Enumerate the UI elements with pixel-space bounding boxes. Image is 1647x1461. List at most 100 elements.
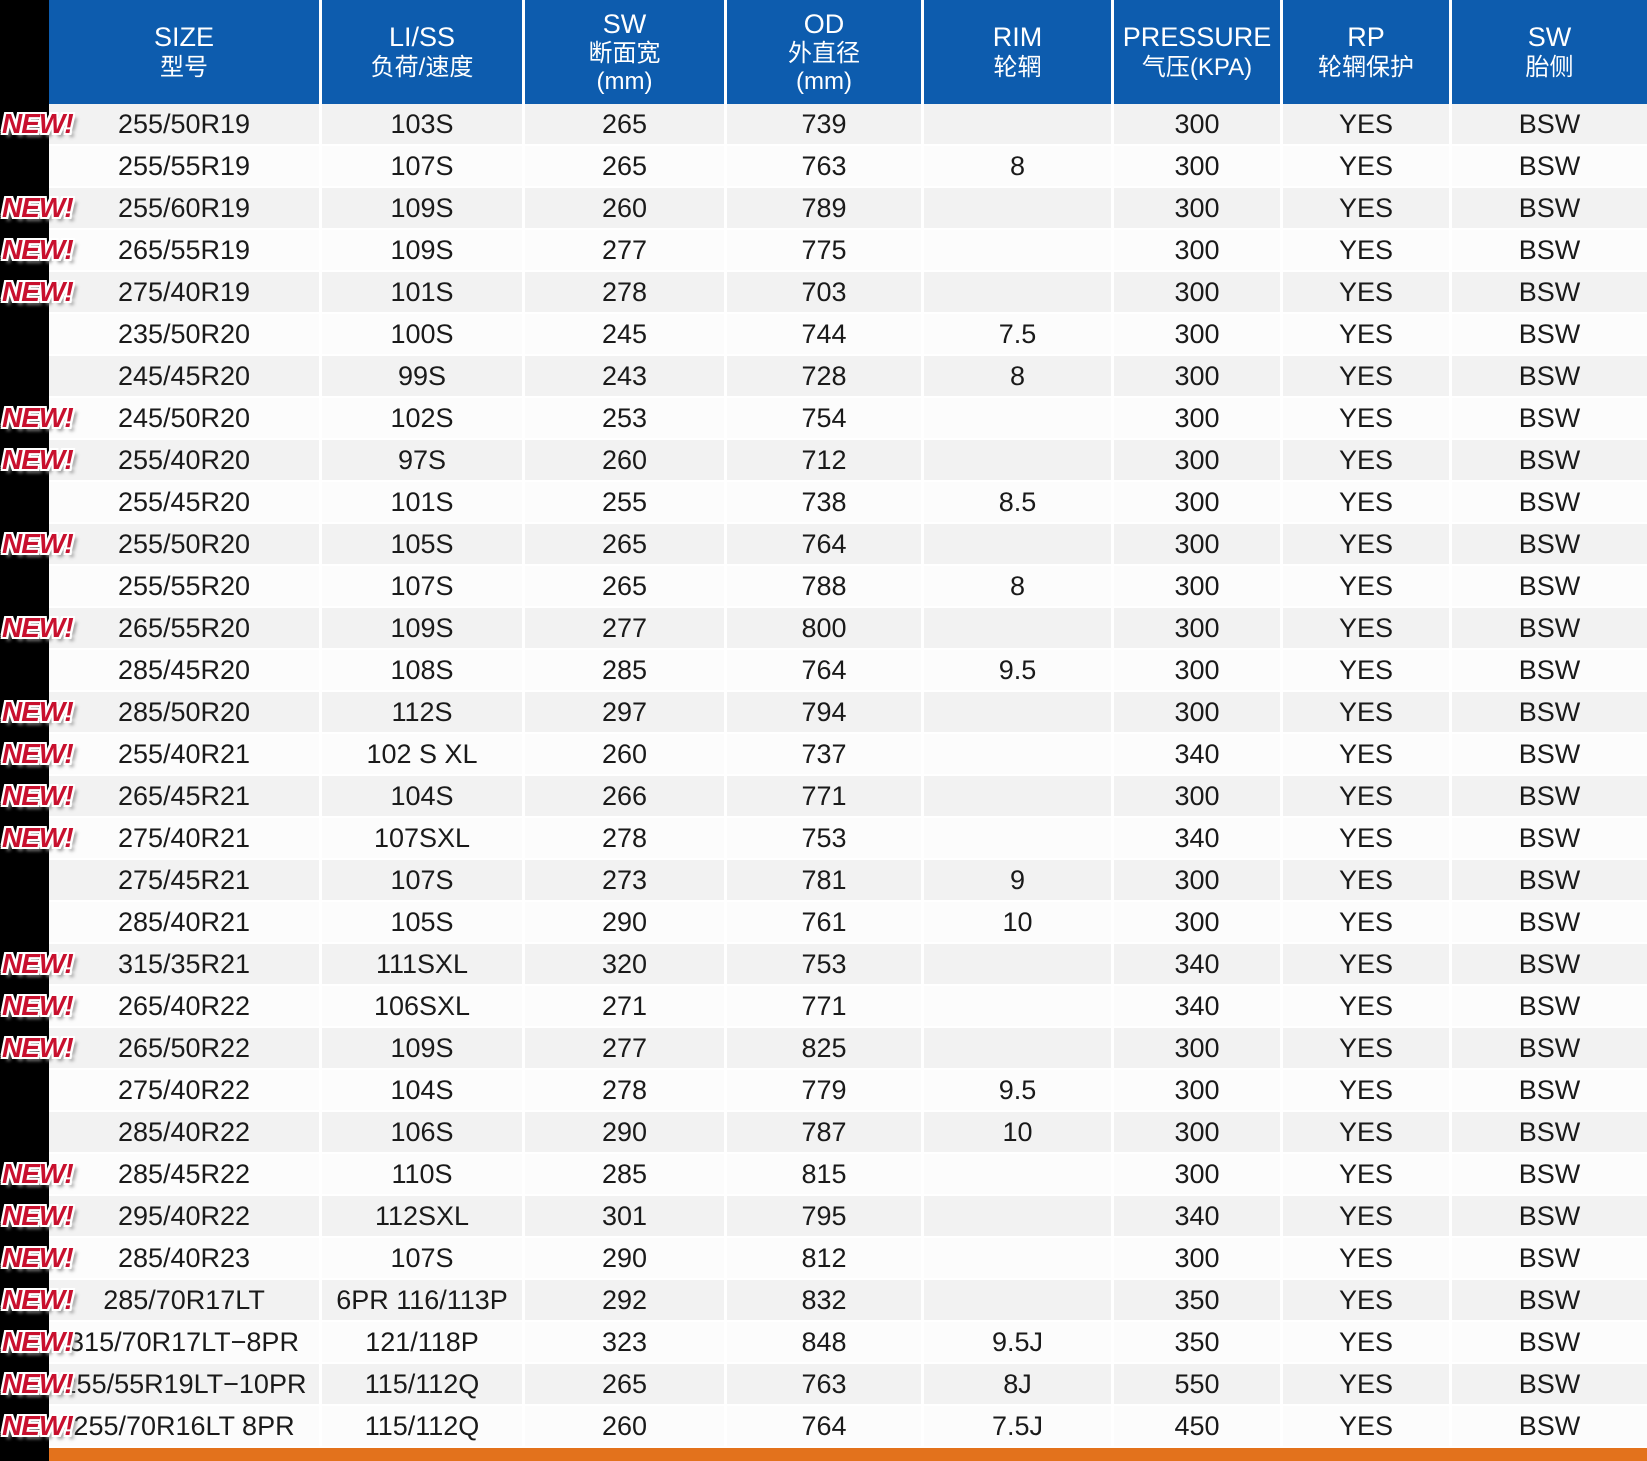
cell-size: 265/55R19 bbox=[49, 230, 322, 270]
cell-li-ss: 106S bbox=[322, 1112, 525, 1152]
column-header-rp-rim-protection: RP 轮辋保护 bbox=[1283, 0, 1452, 104]
cell-pressure: 300 bbox=[1114, 146, 1283, 186]
cell-rp: YES bbox=[1283, 440, 1452, 480]
header-line: 胎侧 bbox=[1525, 53, 1574, 81]
cell-size: 285/50R20 bbox=[49, 692, 322, 732]
cell-rim bbox=[924, 272, 1114, 312]
cell-rp: YES bbox=[1283, 146, 1452, 186]
cell-li-ss: 104S bbox=[322, 1070, 525, 1110]
table-row: NEW! 275/40R21 107SXL 278 753 340 YES BSW bbox=[2, 818, 1647, 860]
cell-li-ss: 108S bbox=[322, 650, 525, 690]
header-line: 轮辋 bbox=[993, 53, 1042, 81]
cell-sidewall: BSW bbox=[1518, 990, 1581, 1021]
cell-li-ss: 6PR 116/113P bbox=[322, 1280, 525, 1320]
cell-sidewall: BSW bbox=[1518, 612, 1581, 643]
cell-pressure: 300 bbox=[1114, 692, 1283, 732]
new-badge: NEW! bbox=[2, 612, 74, 643]
cell-rp: YES bbox=[1283, 1406, 1452, 1446]
table-row: NEW! 265/55R20 109S 277 800 300 YES BSW bbox=[2, 608, 1647, 650]
cell-size: 295/40R22 bbox=[49, 1196, 322, 1236]
cell-rim bbox=[924, 1028, 1114, 1068]
cell-od: 739 bbox=[727, 104, 924, 144]
cell-size: 255/50R19 bbox=[49, 104, 322, 144]
cell-sw: 323 bbox=[525, 1322, 727, 1362]
table-row: 285/40R21 105S 290 761 10 300 YES BSW bbox=[49, 902, 1647, 944]
cell-rim bbox=[924, 230, 1114, 270]
cell-pressure: 300 bbox=[1114, 524, 1283, 564]
cell-rp: YES bbox=[1283, 650, 1452, 690]
table-row: NEW! 255/50R20 105S 265 764 300 YES BSW bbox=[2, 524, 1647, 566]
cell-size: 285/40R22 bbox=[49, 1112, 322, 1152]
cell-rp: YES bbox=[1283, 1322, 1452, 1362]
cell-rim bbox=[924, 188, 1114, 228]
cell-od: 764 bbox=[727, 1406, 924, 1446]
cell-sw: 290 bbox=[525, 902, 727, 942]
cell-sw: 271 bbox=[525, 986, 727, 1026]
new-badge: NEW! bbox=[2, 1200, 74, 1231]
cell-rim bbox=[924, 1196, 1114, 1236]
cell-sw: 243 bbox=[525, 356, 727, 396]
new-badge: NEW! bbox=[2, 192, 74, 223]
cell-pressure: 300 bbox=[1114, 356, 1283, 396]
cell-li-ss: 106SXL bbox=[322, 986, 525, 1026]
new-badge: NEW! bbox=[2, 1032, 74, 1063]
cell-pressure: 300 bbox=[1114, 104, 1283, 144]
cell-od: 775 bbox=[727, 230, 924, 270]
table-body: NEW! 255/50R19 103S 265 739 300 YES BSW 255/55R1… bbox=[2, 104, 1647, 1448]
cell-li-ss: 107SXL bbox=[322, 818, 525, 858]
cell-pressure: 300 bbox=[1114, 1070, 1283, 1110]
cell-rim: 9.5J bbox=[924, 1322, 1114, 1362]
cell-rp: YES bbox=[1283, 188, 1452, 228]
table-row: 275/45R21 107S 273 781 9 300 YES BSW bbox=[49, 860, 1647, 902]
new-badge: NEW! bbox=[2, 444, 74, 475]
cell-sidewall: BSW bbox=[1518, 486, 1581, 517]
column-header-li-ss: LI/SS 负荷/速度 bbox=[322, 0, 525, 104]
cell-od: 754 bbox=[727, 398, 924, 438]
table-row: 285/45R20 108S 285 764 9.5 300 YES BSW bbox=[49, 650, 1647, 692]
cell-sidewall: BSW bbox=[1518, 1032, 1581, 1063]
table-row: 255/45R20 101S 255 738 8.5 300 YES BSW bbox=[49, 482, 1647, 524]
cell-sidewall: BSW bbox=[1518, 1116, 1581, 1147]
cell-rp: YES bbox=[1283, 692, 1452, 732]
cell-pressure: 300 bbox=[1114, 566, 1283, 606]
header-line: 气压(KPA) bbox=[1141, 53, 1253, 81]
new-badge: NEW! bbox=[2, 696, 74, 727]
new-badge: NEW! bbox=[2, 276, 74, 307]
new-badge: NEW! bbox=[2, 402, 74, 433]
cell-sidewall: BSW bbox=[1518, 738, 1581, 769]
cell-od: 738 bbox=[727, 482, 924, 522]
table-row: NEW! 255/50R19 103S 265 739 300 YES BSW bbox=[2, 104, 1647, 146]
cell-size: 235/50R20 bbox=[49, 314, 322, 354]
column-header-pressure: PRESSURE 气压(KPA) bbox=[1114, 0, 1283, 104]
cell-sidewall: BSW bbox=[1518, 948, 1581, 979]
cell-od: 771 bbox=[727, 986, 924, 1026]
cell-pressure: 300 bbox=[1114, 272, 1283, 312]
cell-sidewall: BSW bbox=[1518, 864, 1581, 895]
table-row: NEW! 285/50R20 112S 297 794 300 YES BSW bbox=[2, 692, 1647, 734]
new-badge: NEW! bbox=[2, 1242, 74, 1273]
cell-od: 812 bbox=[727, 1238, 924, 1278]
table-row: NEW! 255/60R19 109S 260 789 300 YES BSW bbox=[2, 188, 1647, 230]
cell-rim: 8 bbox=[924, 146, 1114, 186]
column-header-sw-section-width: SW 断面宽 (mm) bbox=[525, 0, 727, 104]
cell-rp: YES bbox=[1283, 1112, 1452, 1152]
cell-od: 787 bbox=[727, 1112, 924, 1152]
left-black-band bbox=[0, 0, 49, 1461]
cell-pressure: 300 bbox=[1114, 188, 1283, 228]
new-badge: NEW! bbox=[2, 822, 74, 853]
cell-od: 763 bbox=[727, 146, 924, 186]
header-line: 外直径 bbox=[788, 39, 860, 67]
table-row: NEW! 285/70R17LT 6PR 116/113P 292 832 350 YES B… bbox=[2, 1280, 1647, 1322]
cell-sidewall: BSW bbox=[1518, 780, 1581, 811]
cell-sw: 277 bbox=[525, 608, 727, 648]
new-badge: NEW! bbox=[2, 234, 74, 265]
table-header: SIZE 型号 LI/SS 负荷/速度 SW 断面宽 (mm) OD 外直径 (mm) RIM 轮辋 P… bbox=[49, 0, 1647, 104]
cell-sidewall: BSW bbox=[1518, 1074, 1581, 1105]
cell-sidewall: BSW bbox=[1518, 822, 1581, 853]
cell-size: 275/40R21 bbox=[49, 818, 322, 858]
cell-pressure: 350 bbox=[1114, 1280, 1283, 1320]
cell-rp: YES bbox=[1283, 986, 1452, 1026]
cell-sidewall: BSW bbox=[1518, 1158, 1581, 1189]
cell-li-ss: 115/112Q bbox=[322, 1364, 525, 1404]
